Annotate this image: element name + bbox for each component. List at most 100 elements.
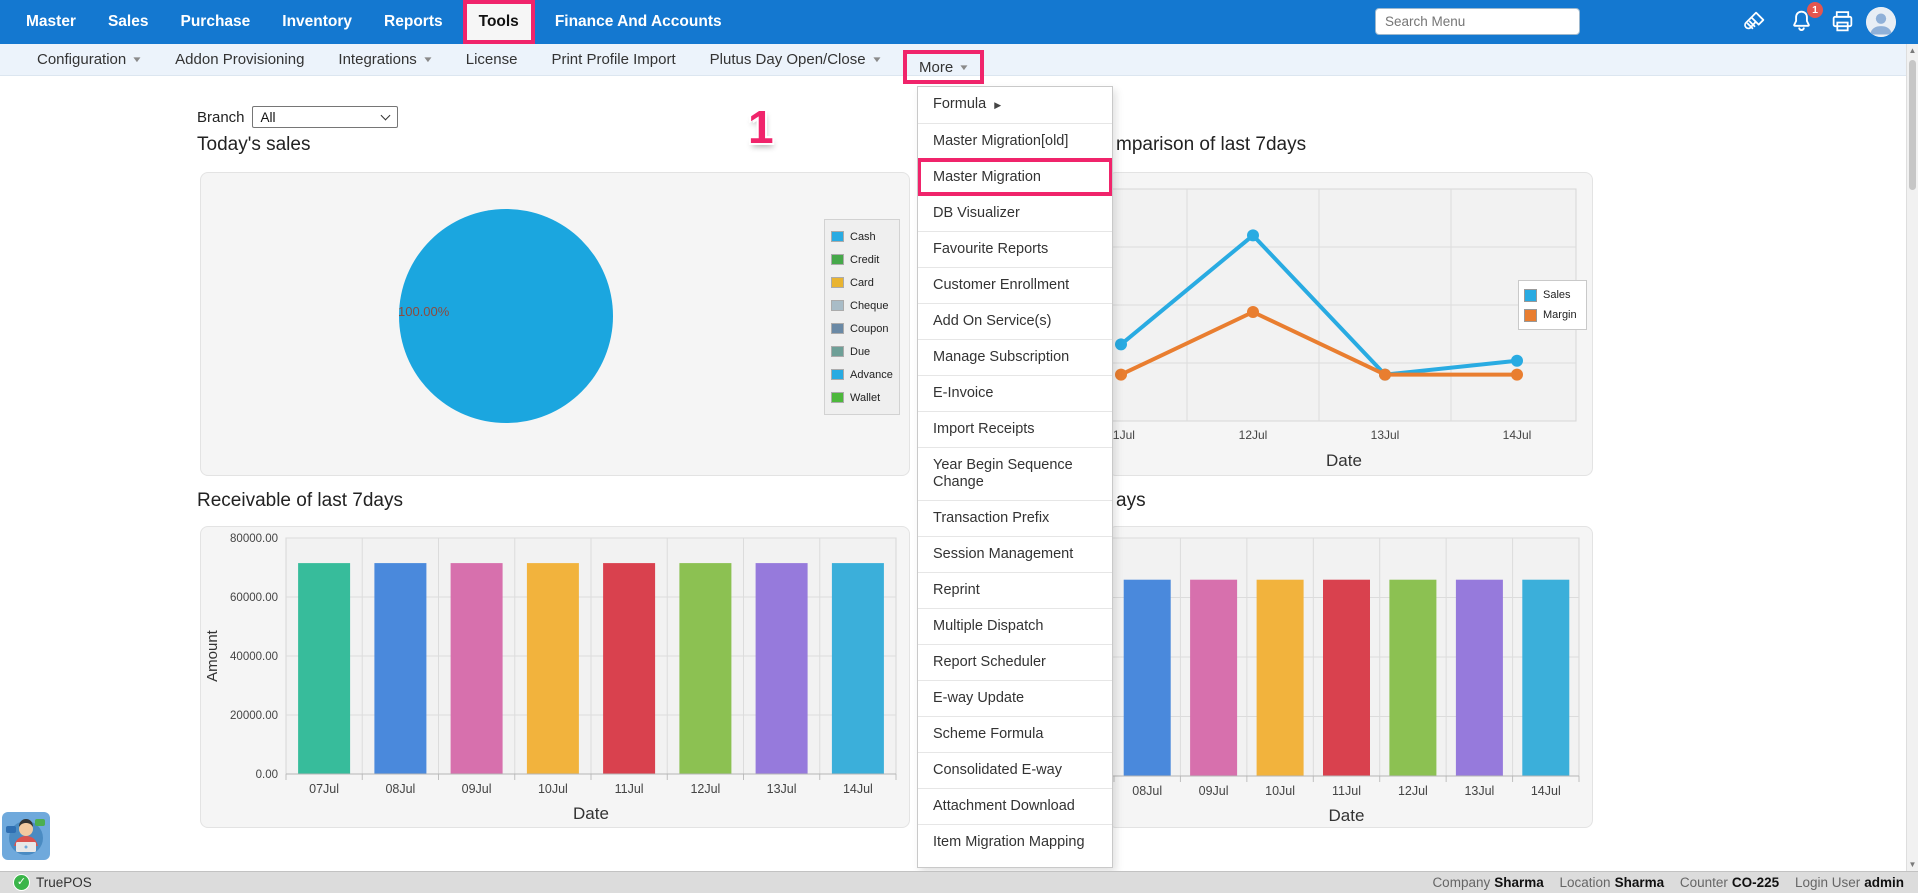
menu-finance-and-accounts[interactable]: Finance And Accounts (539, 0, 738, 44)
menu-item-manage-subscription[interactable]: Manage Subscription (918, 339, 1112, 375)
pie-slice-label: 100.00% (398, 304, 449, 319)
menu-item-label: E-way Update (933, 690, 1024, 706)
menu-inventory[interactable]: Inventory (266, 0, 368, 44)
svg-text:08Jul: 08Jul (385, 782, 415, 796)
svg-text:07Jul: 07Jul (309, 782, 339, 796)
line-chart-legend: SalesMargin (1518, 280, 1587, 330)
legend-label: Due (850, 346, 870, 358)
submenu-addon-provisioning[interactable]: Addon Provisioning (158, 44, 321, 76)
menu-item-multiple-dispatch[interactable]: Multiple Dispatch (918, 608, 1112, 644)
svg-text:11Jul: 11Jul (1332, 784, 1361, 798)
submenu-label: Plutus Day Open/Close (710, 51, 866, 68)
menu-item-item-migration-mapping[interactable]: Item Migration Mapping (918, 824, 1112, 860)
svg-text:Date: Date (1326, 451, 1362, 470)
menu-item-label: Manage Subscription (933, 349, 1069, 365)
menu-item-favourite-reports[interactable]: Favourite Reports (918, 231, 1112, 267)
menu-item-label: E-Invoice (933, 385, 993, 401)
menu-item-year-begin-sequence-change[interactable]: Year Begin Sequence Change (918, 447, 1112, 500)
legend-label: Wallet (850, 392, 880, 404)
second-bar-chart[interactable]: 08Jul09Jul10Jul11Jul12Jul13Jul14JulDate (1109, 527, 1592, 827)
brush-icon[interactable] (1742, 9, 1768, 35)
search-input[interactable] (1375, 8, 1580, 35)
pie-legend: Cash CreditCardCheque Coupon Due Advance Wall… (824, 219, 900, 415)
menu-item-label: Formula (933, 96, 986, 112)
printer-icon[interactable] (1830, 9, 1856, 35)
check-icon: ✓ (14, 875, 29, 890)
scrollbar-down-icon[interactable]: ▼ (1907, 858, 1918, 871)
submenu-license[interactable]: License (449, 44, 535, 76)
legend-label: Cash (850, 231, 876, 243)
pie-chart-title: Today's sales (197, 134, 310, 156)
legend-swatch (831, 231, 844, 242)
legend-item-advance: Advance (831, 363, 893, 386)
branch-select-value: All (261, 110, 276, 125)
legend-item-card: Card (831, 271, 893, 294)
branch-select[interactable]: All (252, 106, 398, 128)
receivable-bar-chart[interactable]: 07Jul08Jul09Jul10Jul11Jul12Jul13Jul14Jul… (201, 527, 909, 827)
main-menu: MasterSalesPurchaseInventoryReportsTools… (0, 0, 1918, 44)
svg-text:09Jul: 09Jul (462, 782, 492, 796)
top-navbar: MasterSalesPurchaseInventoryReportsTools… (0, 0, 1918, 44)
legend-item-cheque: Cheque (831, 294, 893, 317)
menu-tools[interactable]: Tools (467, 4, 531, 40)
submenu-more[interactable]: More▼ (903, 50, 984, 84)
menu-item-customer-enrollment[interactable]: Customer Enrollment (918, 267, 1112, 303)
svg-text:12Jul: 12Jul (690, 782, 720, 796)
svg-text:0.00: 0.00 (256, 769, 278, 781)
menu-item-transaction-prefix[interactable]: Transaction Prefix (918, 500, 1112, 536)
menu-item-add-on-service-s[interactable]: Add On Service(s) (918, 303, 1112, 339)
status-bar: ✓ TruePOS CompanySharma LocationSharma C… (0, 871, 1918, 893)
svg-text:Date: Date (1329, 806, 1365, 825)
menu-item-formula[interactable]: Formula▶ (918, 87, 1112, 123)
legend-item-due: Due (831, 340, 893, 363)
legend-item-margin: Margin (1524, 305, 1577, 325)
svg-text:60000.00: 60000.00 (230, 592, 278, 604)
menu-item-attachment-download[interactable]: Attachment Download (918, 788, 1112, 824)
legend-label: Margin (1543, 309, 1577, 321)
submenu-plutus-day-open-close[interactable]: Plutus Day Open/Close ▼ (693, 44, 898, 76)
menu-item-db-visualizer[interactable]: DB Visualizer (918, 195, 1112, 231)
tools-submenu-bar: Configuration ▼ Addon ProvisioningIntegrat… (0, 44, 1918, 76)
submenu-integrations[interactable]: Integrations▼ (321, 44, 448, 76)
menu-item-scheme-formula[interactable]: Scheme Formula (918, 716, 1112, 752)
scrollbar-thumb[interactable] (1909, 60, 1916, 190)
menu-item-label: DB Visualizer (933, 205, 1020, 221)
submenu-print-profile-import[interactable]: Print Profile Import (534, 44, 692, 76)
user-avatar[interactable] (1866, 7, 1896, 37)
company-value: Sharma (1494, 875, 1544, 890)
submenu-label: More (919, 59, 953, 76)
support-chat-widget[interactable] (2, 812, 50, 860)
menu-master[interactable]: Master (10, 0, 92, 44)
menu-item-e-invoice[interactable]: E-Invoice (918, 375, 1112, 411)
menu-item-master-migration-old[interactable]: Master Migration[old] (918, 123, 1112, 159)
location-value: Sharma (1615, 875, 1665, 890)
svg-text:10Jul: 10Jul (538, 782, 568, 796)
menu-item-report-scheduler[interactable]: Report Scheduler (918, 644, 1112, 680)
menu-item-consolidated-e-way[interactable]: Consolidated E-way (918, 752, 1112, 788)
menu-sales[interactable]: Sales (92, 0, 165, 44)
svg-text:40000.00: 40000.00 (230, 651, 278, 663)
notifications-bell-icon[interactable]: 1 (1789, 8, 1815, 36)
menu-reports[interactable]: Reports (368, 0, 459, 44)
chevron-down-icon: ▼ (871, 55, 883, 64)
app-window: MasterSalesPurchaseInventoryReportsTools… (0, 0, 1918, 893)
menu-item-session-management[interactable]: Session Management (918, 536, 1112, 572)
svg-text:14Jul: 14Jul (1531, 784, 1561, 798)
submenu-configuration[interactable]: Configuration ▼ (20, 44, 158, 76)
menu-purchase[interactable]: Purchase (164, 0, 266, 44)
scrollbar-up-icon[interactable]: ▲ (1907, 44, 1918, 57)
chevron-down-icon: ▼ (131, 55, 143, 64)
legend-label: Coupon (850, 323, 889, 335)
submenu-label: Configuration (37, 51, 126, 68)
svg-text:14Jul: 14Jul (843, 782, 873, 796)
legend-item-coupon: Coupon (831, 317, 893, 340)
menu-item-master-migration[interactable]: Master Migration (918, 159, 1112, 195)
menu-item-import-receipts[interactable]: Import Receipts (918, 411, 1112, 447)
menu-item-label: Scheme Formula (933, 726, 1043, 742)
vertical-scrollbar[interactable]: ▲ ▼ (1906, 44, 1918, 871)
menu-item-e-way-update[interactable]: E-way Update (918, 680, 1112, 716)
legend-item-credit: Credit (831, 248, 893, 271)
receivable-chart-panel: 07Jul08Jul09Jul10Jul11Jul12Jul13Jul14Jul… (200, 526, 910, 828)
svg-text:80000.00: 80000.00 (230, 533, 278, 545)
menu-item-reprint[interactable]: Reprint (918, 572, 1112, 608)
